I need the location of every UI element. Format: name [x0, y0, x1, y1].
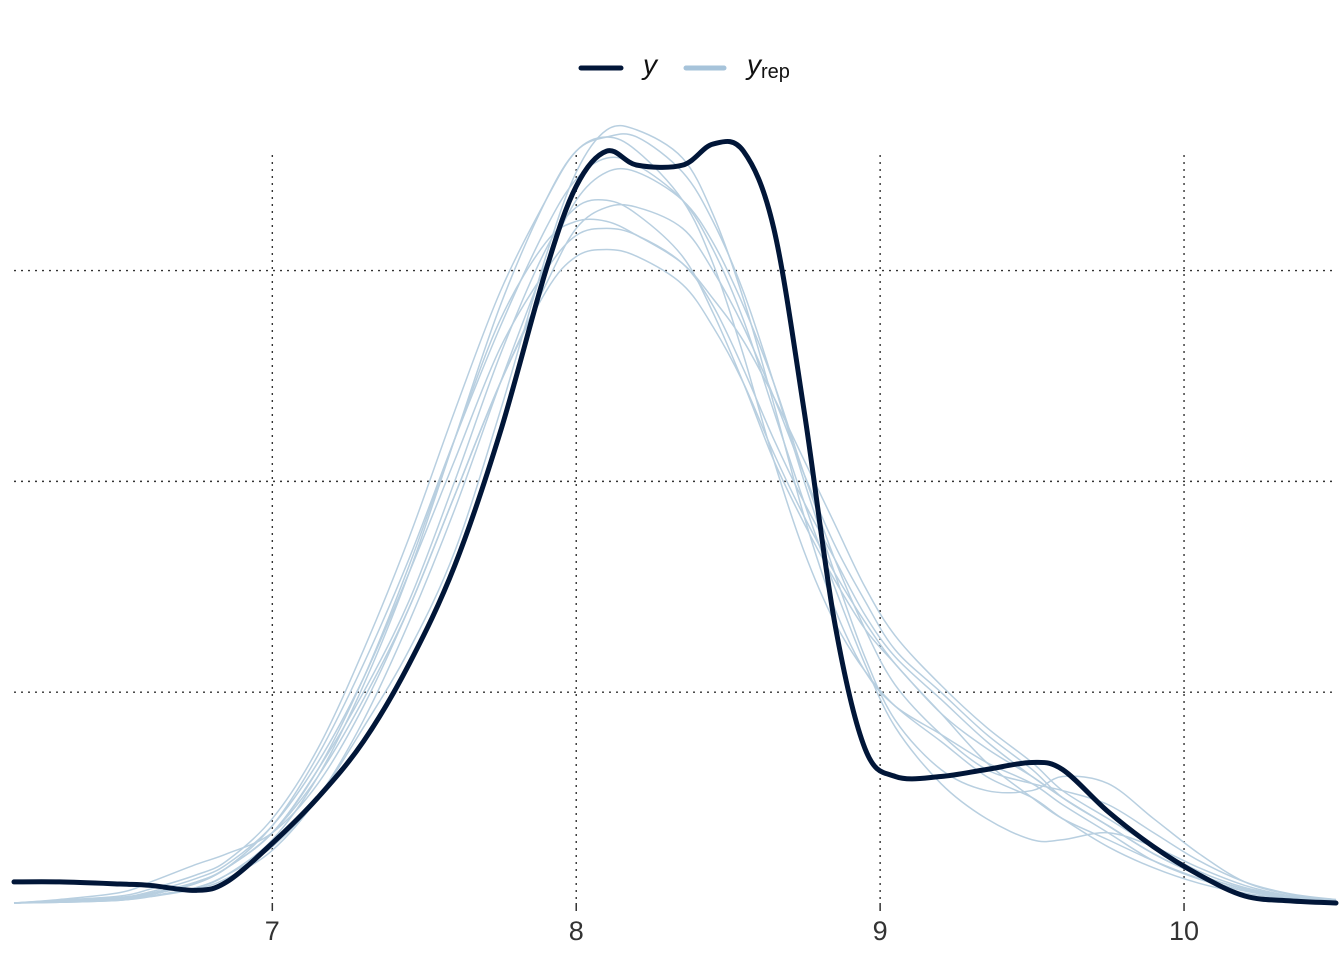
yrep-series-group [13, 124, 1337, 904]
x-tick-label-9: 9 [873, 916, 888, 946]
legend: y yrep [578, 49, 790, 83]
legend-label-yrep: yrep [745, 49, 790, 83]
series-yrep-line-6 [13, 218, 1337, 904]
series-yrep-line-7 [13, 124, 1337, 904]
x-tick-label-7: 7 [265, 916, 280, 946]
series-yrep-line-5 [13, 133, 1337, 904]
series-yrep-line-1 [13, 136, 1337, 904]
gridlines [14, 155, 1336, 903]
legend-label-y: y [641, 49, 659, 80]
series-yrep-line-9 [13, 203, 1337, 904]
y-series-group [11, 138, 1339, 906]
legend-label-yrep-main: y [745, 49, 763, 80]
legend-label-yrep-sub: rep [761, 61, 790, 83]
series-y-line [11, 138, 1339, 906]
x-tick-label-10: 10 [1169, 916, 1199, 946]
x-tick-label-8: 8 [569, 916, 584, 946]
series-yrep-line-4 [13, 156, 1337, 904]
series-yrep-line-2 [13, 198, 1337, 904]
series-yrep-line-8 [13, 167, 1337, 904]
x-axis: 7 8 9 10 [265, 903, 1199, 946]
series-yrep-line-10 [13, 227, 1337, 904]
